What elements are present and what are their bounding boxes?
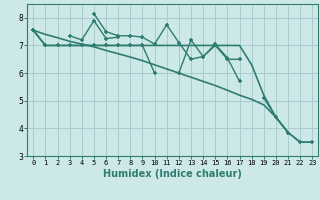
X-axis label: Humidex (Indice chaleur): Humidex (Indice chaleur) [103,169,242,179]
